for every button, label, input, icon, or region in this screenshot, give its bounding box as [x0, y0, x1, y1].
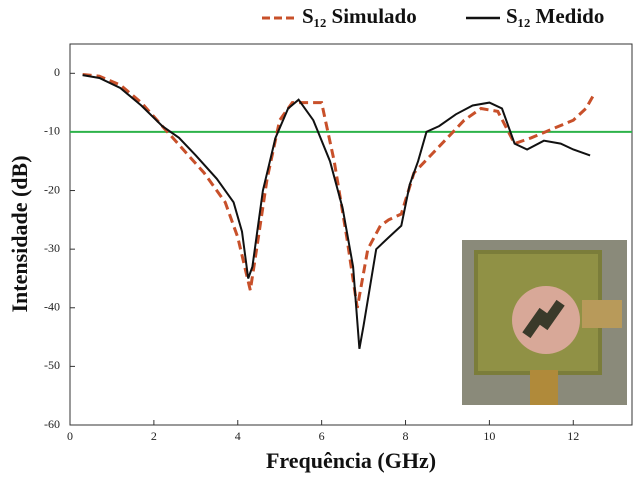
y-tick-label: -60 [44, 417, 60, 431]
x-tick-label: 6 [319, 429, 325, 443]
plot-frame [69, 43, 633, 426]
x-tick-label: 2 [151, 429, 157, 443]
legend-label: S₁₂ Simulado [302, 4, 417, 28]
x-tick-label: 10 [483, 429, 495, 443]
y-tick-label: -10 [44, 124, 60, 138]
y-tick-label: -40 [44, 300, 60, 314]
y-tick-label: -30 [44, 241, 60, 255]
series-line [82, 74, 591, 349]
x-tick-label: 12 [567, 429, 579, 443]
inset-photo [462, 240, 627, 405]
x-axis-title: Frequência (GHz) [266, 448, 436, 473]
x-tick-label: 0 [67, 429, 73, 443]
y-tick-label: -20 [44, 182, 60, 196]
series-line [82, 73, 596, 309]
y-tick-label: -50 [44, 358, 60, 372]
y-axis-title: Intensidade (dB) [7, 155, 32, 312]
legend-label: S₁₂ Medido [506, 4, 604, 28]
y-tick-label: 0 [54, 65, 60, 79]
x-tick-label: 8 [403, 429, 409, 443]
x-tick-label: 4 [235, 429, 241, 443]
